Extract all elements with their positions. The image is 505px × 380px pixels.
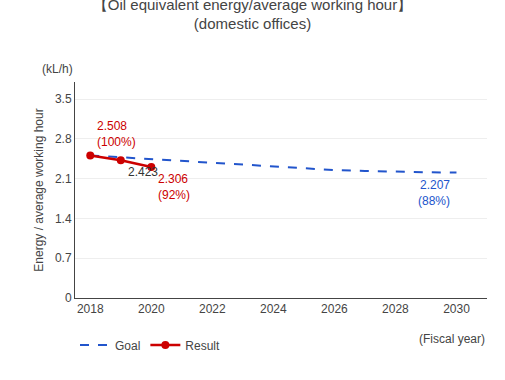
svg-text:3.5: 3.5	[55, 92, 72, 106]
svg-text:(Fiscal year): (Fiscal year)	[419, 332, 485, 346]
svg-text:2.8: 2.8	[55, 132, 72, 146]
svg-text:2030: 2030	[443, 302, 470, 316]
svg-text:2022: 2022	[199, 302, 226, 316]
svg-text:1.4: 1.4	[55, 212, 72, 226]
svg-text:【Oil equivalent energy/average: 【Oil equivalent energy/average working h…	[93, 0, 412, 32]
svg-text:Energy / average working hour: Energy / average working hour	[32, 108, 46, 271]
svg-text:2024: 2024	[260, 302, 287, 316]
svg-text:(kL/h): (kL/h)	[42, 62, 73, 76]
svg-text:2.423: 2.423	[128, 165, 158, 179]
svg-text:2028: 2028	[382, 302, 409, 316]
svg-text:2.1: 2.1	[55, 172, 72, 186]
svg-text:0.7: 0.7	[55, 251, 72, 265]
svg-text:Result: Result	[185, 339, 220, 353]
svg-text:0: 0	[65, 291, 72, 305]
svg-text:2020: 2020	[138, 302, 165, 316]
svg-text:2.207(88%): 2.207(88%)	[418, 178, 450, 208]
svg-text:Goal: Goal	[115, 339, 140, 353]
svg-text:2.508(100%): 2.508(100%)	[97, 119, 136, 149]
svg-text:2018: 2018	[77, 302, 104, 316]
svg-text:2026: 2026	[321, 302, 348, 316]
svg-text:2.306(92%): 2.306(92%)	[158, 172, 190, 202]
